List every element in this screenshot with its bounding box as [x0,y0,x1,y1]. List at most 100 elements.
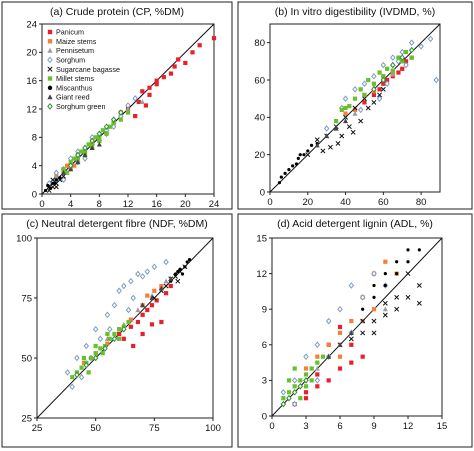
legend-marker-sorghum-green [47,103,53,110]
point-panicum [197,43,202,48]
point-miscanthus [279,175,283,179]
point-miscanthus [361,307,365,311]
data-points [64,258,192,391]
legend-item-miscanthus: Miscanthus [47,83,93,92]
point-sugarcane-bagasse [371,318,377,324]
x-tick-label: 12 [403,421,414,432]
point-panicum [303,390,309,395]
point-millet-stems [303,372,309,377]
y-tick-label: 16 [26,76,37,87]
data-points [280,248,422,408]
point-millet-stems [125,110,131,115]
point-sugarcane-bagasse [343,114,349,120]
point-millet-stems [396,55,401,60]
point-sorghum [60,176,67,184]
point-millet-stems [358,87,363,92]
point-miscanthus [46,183,50,188]
point-panicum [154,78,159,83]
point-panicum [121,336,126,341]
point-giant-reed [337,342,343,347]
point-sorghum [110,123,117,130]
y-tick-label: 12 [26,104,37,115]
point-sugarcane-bagasse [175,278,181,284]
point-panicum [362,100,367,105]
chart-panel-c: (c) Neutral detergent fibre (NDF, %DM) 25… [1,213,233,448]
point-panicum [337,324,343,330]
point-millet-stems [309,378,314,383]
y-tick-label: 24 [26,19,37,30]
point-millet-stems [371,81,376,86]
point-maize-stems [352,107,358,112]
point-miscanthus [406,248,410,252]
point-giant-reed [140,302,146,308]
point-sorghum [323,125,330,132]
point-sugarcane-bagasse [405,271,411,277]
point-millet-stems [385,66,390,71]
point-sorghum-green [303,377,309,384]
point-miscanthus [53,181,57,185]
point-sorghum [418,43,424,50]
point-sorghum [92,325,99,333]
x-tick-label: 15 [437,421,448,432]
point-sugarcane-bagasse [163,283,169,289]
point-sorghum-green [82,144,88,152]
x-tick-label: 0 [269,421,274,432]
point-sugarcane-bagasse [327,144,333,150]
point-sorghum [163,258,169,266]
point-sugarcane-bagasse [416,300,422,306]
point-sorghum-green [408,46,415,54]
x-tick-label: 0 [39,199,44,210]
y-tick-label: 3 [262,376,267,387]
point-panicum [315,384,320,389]
y-tick-label: 0 [262,411,267,422]
point-millet-stems [334,118,339,124]
point-sorghum-green [111,335,118,343]
point-sorghum [151,263,158,271]
point-pennisetum [352,110,358,116]
point-panicum [131,343,136,349]
point-sugarcane-bagasse [314,137,320,143]
point-panicum [403,59,409,64]
x-tick-label: 75 [149,423,160,434]
point-sorghum [83,342,90,350]
point-sorghum-green [110,116,117,123]
point-giant-reed [314,142,320,148]
y-tick-label: 15 [256,233,267,244]
point-miscanthus [183,265,187,269]
legend-marker-pennisetum [47,47,53,53]
y-tick-label: 60 [254,75,265,86]
point-sorghum [125,102,131,109]
point-millet-stems [112,331,117,337]
point-sorghum-green [92,354,99,362]
point-sugarcane-bagasse [61,173,66,179]
point-sugarcane-bagasse [339,133,345,139]
point-millet-stems [90,142,95,147]
point-miscanthus [58,176,62,180]
point-miscanthus [187,258,192,262]
point-sorghum-green [371,86,377,93]
legend-item-sorghum: Sorghum [47,56,85,65]
legend-label: Pennisetum [56,46,94,55]
point-giant-reed [61,170,66,175]
point-maize-stems [152,288,157,293]
point-sugarcane-bagasse [361,96,367,102]
legend-label: Miscanthus [56,83,93,92]
point-sorghum-green [83,361,90,369]
point-millet-stems [105,331,110,337]
point-maize-stems [343,111,348,116]
point-panicum [145,307,150,313]
point-sorghum [408,39,415,46]
point-sorghum [384,80,390,88]
point-millet-stems [377,70,382,75]
point-miscanthus [287,168,291,172]
point-giant-reed [82,152,88,158]
point-sorghum-green [103,123,110,130]
legend-item-sugarcane-bagasse: Sugarcane bagasse [47,65,120,74]
point-millet-stems [281,396,286,401]
point-panicum [168,283,173,289]
point-sugarcane-bagasse [360,330,366,336]
point-sugarcane-bagasse [346,124,352,130]
legend-marker-maize-stems [47,39,53,44]
point-millet-stems [292,384,297,389]
